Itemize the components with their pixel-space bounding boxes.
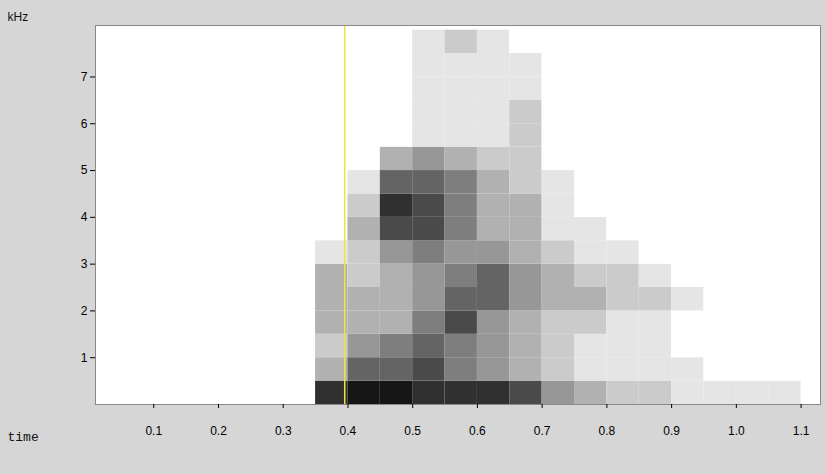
svg-text:5: 5 — [81, 163, 88, 177]
svg-text:2: 2 — [81, 304, 88, 318]
svg-text:0.9: 0.9 — [663, 424, 680, 438]
svg-text:4: 4 — [81, 210, 88, 224]
svg-text:0.2: 0.2 — [210, 424, 227, 438]
svg-text:6: 6 — [81, 117, 88, 131]
svg-text:1.0: 1.0 — [728, 424, 745, 438]
svg-text:0.5: 0.5 — [404, 424, 421, 438]
svg-text:0.1: 0.1 — [145, 424, 162, 438]
svg-text:1: 1 — [81, 351, 88, 365]
svg-text:0.3: 0.3 — [275, 424, 292, 438]
svg-text:3: 3 — [81, 257, 88, 271]
svg-text:0.8: 0.8 — [599, 424, 616, 438]
svg-text:7: 7 — [81, 70, 88, 84]
svg-text:kHz: kHz — [8, 10, 29, 24]
svg-text:0.6: 0.6 — [469, 424, 486, 438]
svg-text:0.7: 0.7 — [534, 424, 551, 438]
svg-text:0.4: 0.4 — [340, 424, 357, 438]
svg-text:1.1: 1.1 — [793, 424, 810, 438]
svg-text:time: time — [8, 430, 39, 445]
